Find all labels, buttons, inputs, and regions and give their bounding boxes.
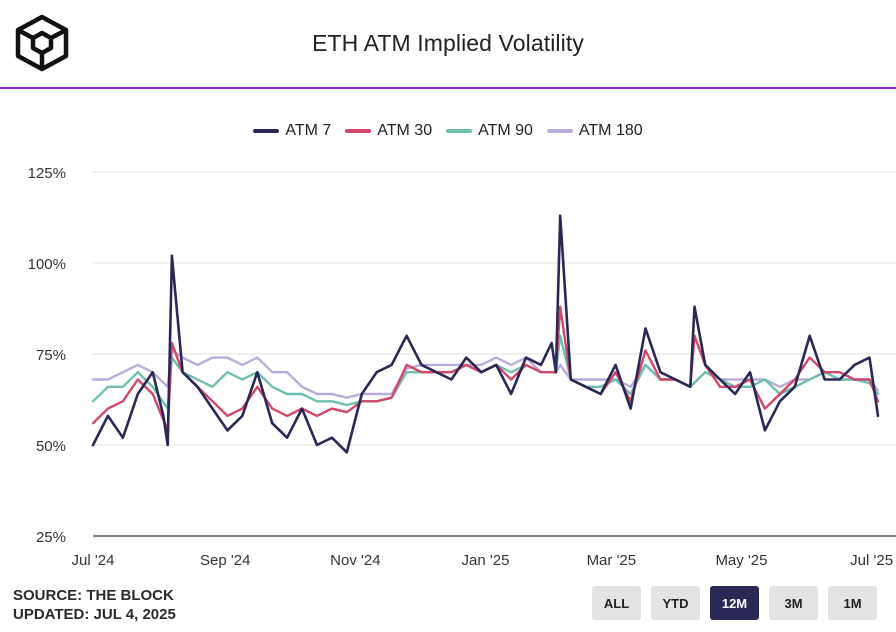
y-tick-label: 125% (28, 165, 66, 182)
series-line-atm7[interactable] (91, 214, 880, 454)
legend-label-atm7: ATM 7 (285, 122, 332, 139)
x-tick-label: Jul '24 (72, 552, 115, 569)
source-label: SOURCE: THE BLOCK (13, 587, 174, 604)
legend-label-atm180: ATM 180 (578, 122, 643, 139)
legend-label-atm90: ATM 90 (478, 122, 533, 139)
legend-swatch-atm180 (546, 129, 573, 133)
x-tick-label: Jan '25 (462, 552, 510, 569)
legend-swatch-atm7 (253, 129, 280, 133)
series-layer (91, 214, 880, 454)
y-tick-label: 50% (36, 438, 66, 455)
range-button-1m[interactable]: 1M (828, 586, 877, 620)
axis-layer: 25% 50% 75% 100% 125% Jul '24 Sep '24 Nov '24 Ja… (28, 165, 893, 569)
legend-swatch-atm90 (446, 129, 473, 133)
y-tick-label: 25% (36, 529, 66, 546)
series-line-atm180[interactable] (91, 349, 880, 399)
y-tick-label: 100% (28, 256, 66, 273)
range-button-ytd[interactable]: YTD (651, 586, 700, 620)
legend-label-atm30: ATM 30 (377, 122, 433, 139)
x-tick-label: Nov '24 (330, 552, 380, 569)
x-tick-label: Jul '25 (850, 552, 893, 569)
chart-footer: SOURCE: THE BLOCK UPDATED: JUL 4, 2025 (13, 586, 176, 624)
legend-item-atm90[interactable]: ATM 90 (446, 122, 533, 140)
chart-title: ETH ATM Implied Volatility (312, 30, 584, 56)
legend-item-atm30[interactable]: ATM 30 (345, 122, 432, 140)
updated-label: UPDATED: JUL 4, 2025 (13, 606, 176, 623)
chart-header: ETH ATM Implied Volatility (0, 0, 896, 89)
range-button-12m[interactable]: 12M (710, 586, 759, 620)
header-divider (0, 87, 896, 89)
x-tick-label: Sep '24 (200, 552, 250, 569)
legend-item-atm180[interactable]: ATM 180 (546, 122, 643, 140)
x-tick-label: May '25 (715, 552, 767, 569)
range-button-all[interactable]: ALL (592, 586, 641, 620)
range-button-3m[interactable]: 3M (769, 586, 818, 620)
chart-legend: ATM 7 ATM 30 ATM 90 ATM 180 (0, 122, 896, 140)
legend-item-atm7[interactable]: ATM 7 (253, 122, 331, 140)
chart-plot-area[interactable]: 25% 50% 75% 100% 125% Jul '24 Sep '24 Nov '24 Ja… (0, 150, 896, 580)
the-block-logo-icon (15, 14, 69, 72)
range-selector: ALL YTD 12M 3M 1M (592, 586, 877, 620)
x-tick-label: Mar '25 (587, 552, 637, 569)
y-tick-label: 75% (36, 347, 66, 364)
legend-swatch-atm30 (345, 129, 372, 133)
grid-layer (93, 171, 896, 537)
